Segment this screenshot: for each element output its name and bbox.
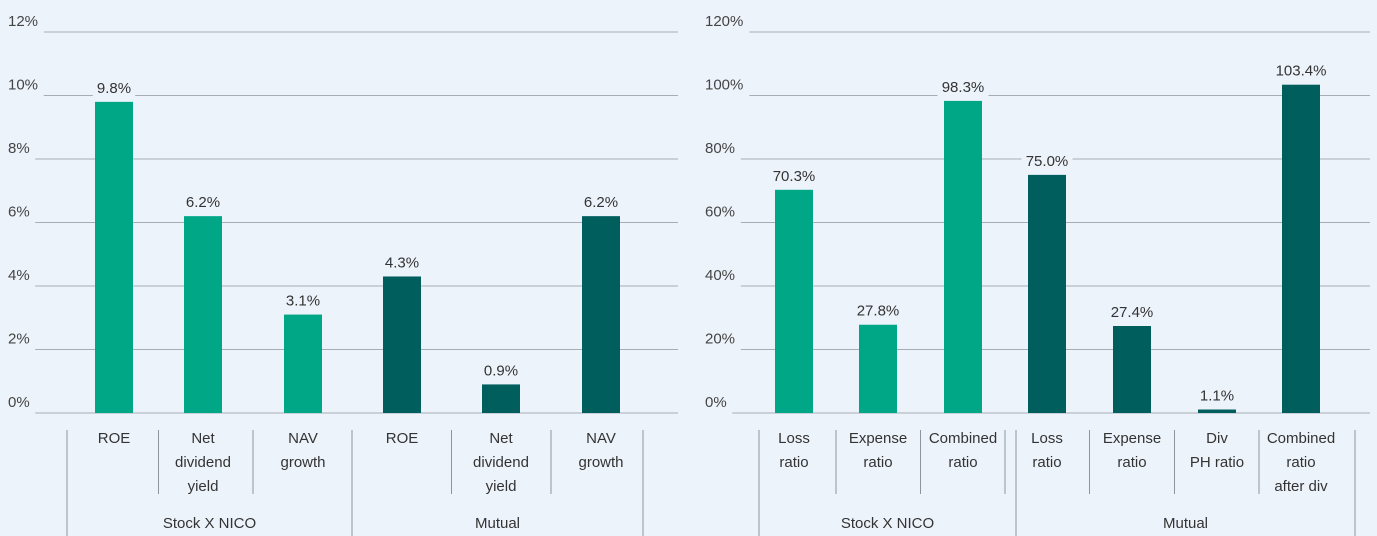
right-data-label-0-2: 98.3% — [942, 79, 985, 96]
left-category-label-0-0: ROE — [98, 430, 131, 447]
left-ytick-label-2: 4% — [8, 267, 30, 284]
right-data-label-0-0: 70.3% — [773, 168, 816, 185]
left-group-label-0: Stock X NICO — [163, 515, 256, 532]
right-category-label-1-1: Expense ratio — [1103, 430, 1161, 471]
right-ytick-label-5: 100% — [705, 77, 743, 94]
right-ytick-label-4: 80% — [705, 140, 735, 157]
left-data-label-0-1: 6.2% — [186, 194, 220, 211]
left-category-label-0-1: Net dividend yield — [175, 430, 231, 495]
left-bar-0-1 — [184, 216, 222, 413]
right-category-label-1-2: Div PH ratio — [1190, 430, 1244, 471]
left-data-label-1-0: 4.3% — [385, 254, 419, 271]
left-bar-1-0 — [383, 276, 421, 413]
right-ytick-label-3: 60% — [705, 204, 735, 221]
right-ytick-label-0: 0% — [705, 394, 727, 411]
left-bar-0-2 — [284, 314, 322, 413]
right-bar-1-1 — [1113, 326, 1151, 413]
left-data-label-1-1: 0.9% — [484, 362, 518, 379]
right-bar-1-0 — [1028, 174, 1066, 413]
left-ytick-label-3: 6% — [8, 204, 30, 221]
right-data-label-1-0: 75.0% — [1026, 153, 1069, 170]
left-category-label-0-2: NAV growth — [280, 430, 325, 471]
right-category-label-0-1: Expense ratio — [849, 430, 907, 471]
right-data-label-1-2: 1.1% — [1200, 388, 1234, 405]
left-category-label-1-1: Net dividend yield — [473, 430, 529, 495]
right-bar-0-1 — [859, 324, 897, 413]
left-ytick-label-5: 10% — [8, 77, 38, 94]
right-category-label-0-2: Combined ratio — [929, 430, 997, 471]
left-data-label-0-2: 3.1% — [286, 293, 320, 310]
left-data-label-0-0: 9.8% — [97, 80, 131, 97]
right-group-label-0: Stock X NICO — [841, 515, 934, 532]
left-data-label-1-2: 6.2% — [584, 194, 618, 211]
left-ytick-label-6: 12% — [8, 13, 38, 30]
right-bar-1-2 — [1198, 409, 1236, 413]
left-bar-1-2 — [582, 216, 620, 413]
right-group-label-1: Mutual — [1163, 515, 1208, 532]
left-bar-1-1 — [482, 384, 520, 413]
left-category-label-1-0: ROE — [386, 430, 419, 447]
left-ytick-label-4: 8% — [8, 140, 30, 157]
left-group-label-1: Mutual — [475, 515, 520, 532]
left-ytick-label-1: 2% — [8, 331, 30, 348]
right-bar-0-0 — [775, 189, 813, 413]
right-data-label-1-3: 103.4% — [1276, 63, 1327, 80]
right-ytick-label-2: 40% — [705, 267, 735, 284]
right-ytick-label-1: 20% — [705, 331, 735, 348]
left-category-label-1-2: NAV growth — [578, 430, 623, 471]
right-data-label-0-1: 27.8% — [857, 303, 900, 320]
left-bar-0-0 — [95, 101, 133, 413]
right-data-label-1-1: 27.4% — [1111, 304, 1154, 321]
left-ytick-label-0: 0% — [8, 394, 30, 411]
right-category-label-1-0: Loss ratio — [1031, 430, 1063, 471]
right-bar-1-3 — [1282, 84, 1320, 413]
right-category-label-1-3: Combined ratio after div — [1267, 430, 1335, 495]
right-category-label-0-0: Loss ratio — [778, 430, 810, 471]
right-ytick-label-6: 120% — [705, 13, 743, 30]
right-bar-0-2 — [944, 100, 982, 414]
